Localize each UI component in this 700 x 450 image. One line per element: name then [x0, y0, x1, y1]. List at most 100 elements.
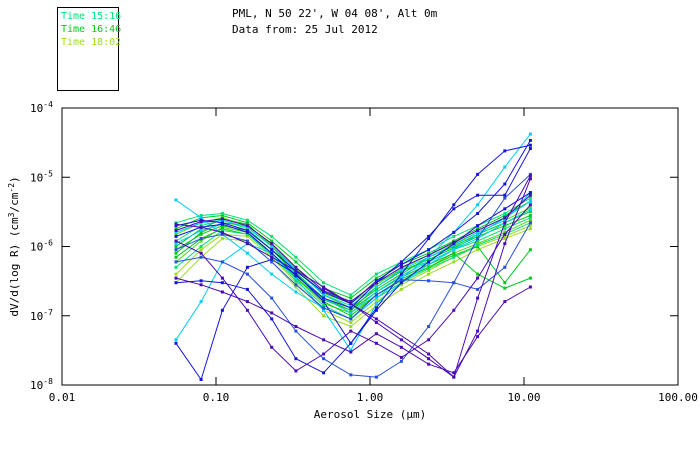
data-point-marker	[349, 296, 353, 300]
data-point-marker	[322, 306, 326, 310]
data-point-marker	[174, 276, 178, 280]
data-point-marker	[349, 321, 353, 324]
data-point-marker	[245, 242, 249, 246]
data-point-marker	[528, 132, 532, 136]
data-point-marker	[503, 237, 507, 241]
data-point-marker	[452, 371, 456, 375]
data-point-marker	[270, 296, 274, 300]
data-point-marker	[270, 234, 274, 238]
data-point-marker	[427, 258, 431, 261]
data-point-marker	[270, 245, 274, 248]
data-point-marker	[427, 338, 431, 342]
data-point-marker	[294, 260, 298, 264]
data-point-marker	[245, 234, 249, 238]
data-point-marker	[427, 269, 431, 272]
data-point-marker	[199, 237, 203, 241]
data-point-marker	[452, 240, 456, 244]
data-point-marker	[322, 338, 326, 342]
data-point-marker	[374, 304, 378, 308]
data-point-marker	[174, 265, 178, 269]
data-point-marker	[476, 237, 480, 241]
data-point-marker	[245, 251, 249, 255]
data-point-marker	[294, 283, 298, 287]
plot-title-block: PML, N 50 22', W 04 08', Alt 0m Data fro…	[232, 6, 437, 38]
data-point-marker	[349, 311, 353, 315]
data-point-marker	[294, 274, 298, 278]
data-point-marker	[399, 265, 403, 269]
data-point-marker	[528, 227, 532, 231]
data-point-marker	[245, 218, 249, 222]
data-point-marker	[476, 232, 480, 236]
data-point-marker	[220, 229, 224, 232]
data-point-marker	[374, 276, 378, 280]
data-point-marker	[503, 230, 507, 234]
plot-title-date: Data from: 25 Jul 2012	[232, 23, 378, 36]
data-point-marker	[452, 207, 456, 211]
data-point-marker	[245, 300, 249, 304]
data-point-marker	[374, 290, 378, 294]
data-point-marker	[220, 276, 224, 280]
data-series-18	[175, 144, 531, 374]
data-point-marker	[528, 199, 532, 203]
legend-item-time-1516: Time 15:16	[61, 11, 122, 22]
data-point-marker	[174, 229, 178, 232]
data-point-marker	[399, 338, 403, 342]
data-point-marker	[503, 193, 507, 197]
data-point-marker	[374, 287, 378, 291]
data-point-marker	[374, 375, 378, 379]
data-point-marker	[374, 317, 378, 321]
data-point-marker	[349, 348, 353, 352]
data-point-marker	[174, 245, 178, 248]
data-point-marker	[322, 314, 326, 318]
data-point-marker	[427, 263, 431, 266]
data-point-marker	[374, 341, 378, 345]
data-point-marker	[427, 255, 431, 259]
data-point-marker	[476, 276, 480, 280]
data-point-marker	[322, 296, 326, 300]
x-axis-title: Aerosol Size (μm)	[314, 408, 427, 421]
data-point-marker	[220, 308, 224, 312]
data-point-marker	[476, 239, 480, 243]
data-point-marker	[270, 242, 274, 246]
data-point-marker	[349, 325, 353, 328]
data-point-marker	[174, 227, 178, 231]
data-point-marker	[528, 221, 532, 225]
data-point-marker	[503, 182, 507, 186]
data-point-marker	[322, 302, 326, 306]
data-point-marker	[322, 304, 326, 308]
data-point-marker	[245, 265, 249, 269]
data-point-marker	[399, 272, 403, 276]
data-point-marker	[503, 242, 507, 246]
data-point-marker	[199, 279, 203, 283]
data-point-marker	[503, 300, 507, 304]
data-point-marker	[476, 335, 480, 339]
data-point-marker	[476, 193, 480, 197]
y-axis-tick-label: 10-8	[30, 377, 53, 392]
data-point-marker	[427, 357, 431, 361]
data-point-marker	[528, 218, 532, 222]
data-point-marker	[528, 216, 532, 220]
legend-item-time-1646: Time 16:46	[61, 24, 122, 35]
data-point-marker	[399, 355, 403, 359]
data-point-marker	[199, 378, 203, 381]
data-point-marker	[452, 308, 456, 312]
data-point-marker	[294, 281, 298, 285]
data-point-marker	[349, 304, 353, 308]
data-point-marker	[503, 221, 507, 225]
data-point-marker	[349, 306, 353, 310]
data-point-marker	[503, 149, 507, 153]
y-axis-tick-label: 10-6	[30, 239, 53, 254]
data-point-marker	[452, 375, 456, 379]
data-point-marker	[174, 272, 178, 276]
data-point-marker	[476, 272, 480, 276]
data-point-marker	[528, 138, 532, 142]
data-point-marker	[294, 275, 298, 279]
data-point-marker	[452, 234, 456, 238]
data-point-marker	[270, 258, 274, 261]
data-point-marker	[476, 329, 480, 333]
data-point-marker	[199, 245, 203, 248]
data-point-marker	[528, 210, 532, 213]
data-series-25	[175, 277, 531, 374]
data-point-marker	[270, 345, 274, 349]
